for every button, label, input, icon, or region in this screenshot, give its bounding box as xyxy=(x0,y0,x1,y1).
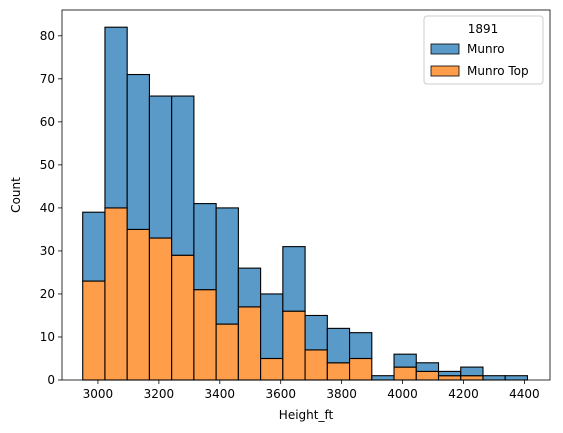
bar-munro-0 xyxy=(82,211,106,282)
axes-frame xyxy=(61,9,551,381)
y-tick-label: 70 xyxy=(40,72,55,86)
x-axis-title: Height_ft xyxy=(279,408,334,422)
bar-munro-top-9 xyxy=(282,310,306,381)
bar-munro-14 xyxy=(393,353,417,368)
y-tick-label: 50 xyxy=(40,158,55,172)
bar-munro-top-5 xyxy=(193,289,217,381)
bar-munro-15 xyxy=(415,362,440,372)
y-tick-label: 20 xyxy=(40,287,55,301)
y-tick-label: 80 xyxy=(40,29,55,43)
y-tick-label: 40 xyxy=(40,201,55,215)
y-tick-label: 0 xyxy=(47,373,55,387)
bar-munro-18 xyxy=(482,375,506,381)
x-tick-label: 4200 xyxy=(448,387,479,401)
bar-munro-top-14 xyxy=(393,366,417,381)
y-tick-label: 60 xyxy=(40,115,55,129)
bar-munro-top-1 xyxy=(104,207,128,381)
y-axis-ticks: 0 10 20 30 40 50 60 70 80 xyxy=(40,29,62,387)
bar-munro-top-7 xyxy=(237,306,262,381)
bars-layer xyxy=(82,26,529,381)
y-axis-title: Count xyxy=(9,177,23,213)
bar-munro-10 xyxy=(304,314,328,351)
bar-munro-8 xyxy=(260,293,284,360)
bar-munro-top-3 xyxy=(148,237,173,381)
x-tick-label: 4400 xyxy=(509,387,540,401)
bar-munro-top-17 xyxy=(460,375,484,381)
bar-munro-17 xyxy=(460,366,484,377)
bar-munro-7 xyxy=(237,267,262,308)
bar-munro-5 xyxy=(193,203,217,291)
bar-munro-top-8 xyxy=(260,357,284,381)
bar-munro-top-12 xyxy=(349,357,373,381)
y-tick-label: 10 xyxy=(40,330,55,344)
bar-munro-6 xyxy=(215,207,239,325)
legend-swatch-munro xyxy=(430,43,460,55)
bar-munro-4 xyxy=(171,95,195,256)
x-tick-label: 3000 xyxy=(83,387,114,401)
x-tick-label: 3800 xyxy=(326,387,357,401)
bar-munro-1 xyxy=(104,26,128,209)
bar-munro-16 xyxy=(437,370,462,377)
bar-munro-13 xyxy=(371,375,395,381)
bar-munro-top-10 xyxy=(304,349,328,381)
bar-munro-top-4 xyxy=(171,254,195,381)
legend-label-munro: Munro xyxy=(467,42,505,56)
bar-munro-top-16 xyxy=(437,375,462,381)
x-tick-label: 4000 xyxy=(387,387,418,401)
x-axis-ticks: 3000 3200 3400 3600 3800 4000 4200 4400 xyxy=(83,380,540,401)
legend: 1891 Munro Munro Top xyxy=(423,15,544,85)
bar-munro-top-11 xyxy=(326,362,351,381)
bar-munro-2 xyxy=(126,73,150,230)
bar-munro-top-0 xyxy=(82,280,106,381)
bar-munro-top-2 xyxy=(126,228,150,381)
bar-munro-11 xyxy=(326,327,351,364)
y-tick-label: 30 xyxy=(40,244,55,258)
x-tick-label: 3400 xyxy=(205,387,236,401)
x-tick-label: 3600 xyxy=(265,387,296,401)
bar-munro-top-6 xyxy=(215,323,239,381)
bar-munro-19 xyxy=(504,375,529,381)
bar-munro-top-15 xyxy=(415,370,440,381)
bar-munro-12 xyxy=(349,332,373,360)
legend-title: 1891 xyxy=(468,22,499,36)
legend-swatch-munro-top xyxy=(430,65,460,77)
legend-label-munro-top: Munro Top xyxy=(467,64,529,78)
bar-munro-9 xyxy=(282,246,306,312)
bar-munro-3 xyxy=(148,95,173,239)
x-tick-label: 3200 xyxy=(144,387,175,401)
